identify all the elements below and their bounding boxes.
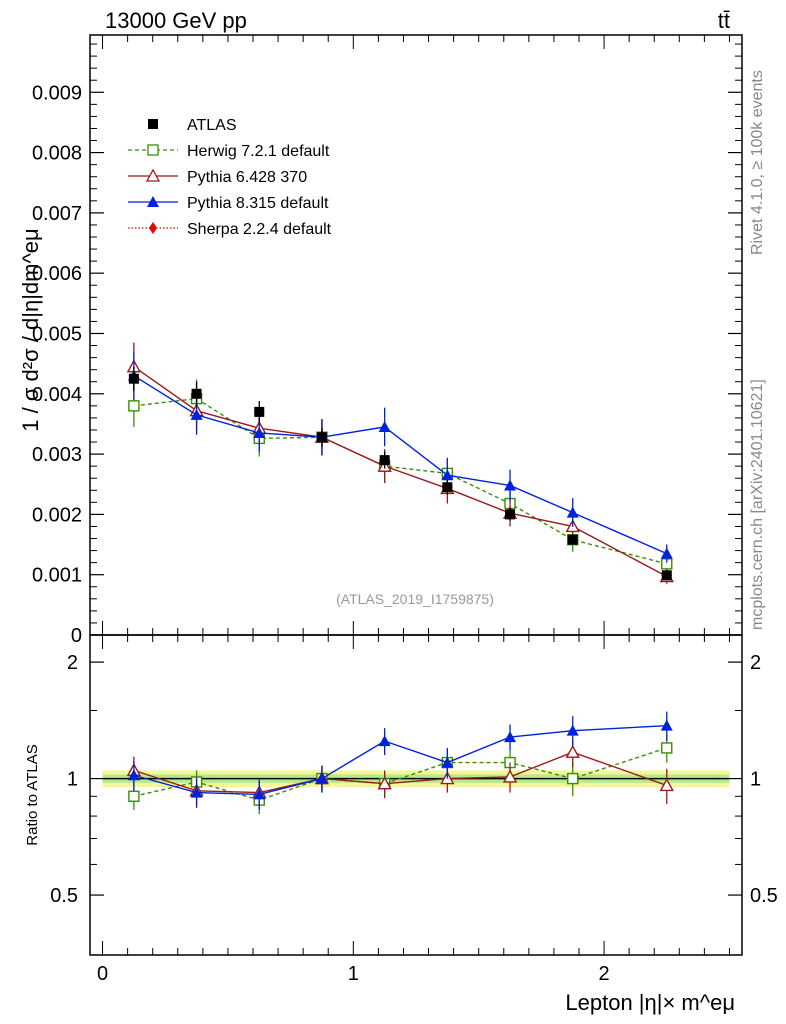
x-tick-label: 1 (348, 963, 359, 985)
legend-sherpa-label: Sherpa 2.2.4 default (187, 221, 332, 238)
main-point-atlas-0 (442, 482, 453, 493)
ratio-point-pythia-2 (441, 756, 454, 768)
main-x-ticks (102, 35, 730, 635)
legend-entry-pythia6: Pythia 6.428 370 (128, 168, 307, 186)
ratio-y-tick-label: 2 (67, 652, 78, 674)
main-point-pythia-3 (504, 479, 517, 491)
ratio-point-pythia-1 (565, 744, 580, 758)
ratio-point-pythia-2 (253, 788, 266, 800)
legend-pythia6-label: Pythia 6.428 370 (187, 169, 307, 186)
energy-label: 13000 GeV pp (105, 8, 247, 33)
ratio-y-axis-label: Ratio to ATLAS (24, 744, 41, 845)
main-point-atlas-0 (379, 455, 390, 466)
main-point-herwig-1 (128, 400, 140, 412)
main-point-atlas-0 (316, 432, 327, 443)
legend-pythia8-label: Pythia 8.315 default (187, 195, 329, 212)
legend-atlas-marker (148, 119, 158, 129)
ratio-point-pythia-2 (378, 735, 391, 747)
legend-herwig-label: Herwig 7.2.1 default (187, 143, 330, 160)
main-y-tick-label: 0.008 (32, 143, 82, 165)
main-line-pythia-3 (133, 375, 668, 555)
main-y-tick-label: 0.002 (32, 504, 82, 526)
main-y-tick-label: 0.007 (32, 203, 82, 225)
main-line-herwig-1 (133, 397, 667, 565)
main-y-axis-label: 1 / σ d²σ / d|η|dm^eμ (18, 228, 43, 431)
main-series-layer (126, 342, 674, 584)
ratio-point-pythia-1 (502, 769, 518, 783)
legend-entry-atlas: ATLAS (148, 117, 237, 134)
legend-entry-sherpa: Sherpa 2.2.4 default (128, 221, 332, 238)
legend-pythia8-marker (147, 196, 159, 207)
main-y-tick-label: 0 (71, 625, 82, 647)
ratio-x-ticks: 0 1 2 (97, 635, 730, 985)
main-point-atlas-0 (191, 388, 202, 399)
ratio-point-herwig-0 (661, 742, 673, 754)
main-point-atlas-0 (254, 406, 265, 417)
legend-pythia6-marker (145, 168, 161, 182)
legend: ATLAS Herwig 7.2.1 default Pythia 6.428 … (128, 117, 332, 238)
main-point-pythia-3 (566, 506, 579, 518)
ratio-panel: 0.5 0.5 1 1 2 2 0 1 2 Ratio to ATLAS (24, 634, 778, 985)
x-tick-label: 2 (599, 963, 610, 985)
ratio-point-pythia-1 (659, 777, 674, 792)
legend-entry-herwig: Herwig 7.2.1 default (128, 143, 330, 160)
ratio-point-pythia-2 (566, 724, 579, 736)
ratio-y-tick-label-right: 2 (750, 652, 761, 674)
ratio-point-pythia-2 (127, 769, 140, 781)
main-watermark: (ATLAS_2019_I1759875) (336, 591, 494, 607)
main-point-atlas-0 (661, 570, 672, 581)
ratio-point-pythia-2 (504, 731, 517, 743)
legend-entry-pythia8: Pythia 8.315 default (128, 195, 329, 212)
legend-atlas-label: ATLAS (187, 117, 237, 134)
ratio-point-pythia-1 (377, 776, 392, 790)
main-y-ticks: 0 0.001 0.002 0.003 0.004 0.005 0.006 0.007 0.00… (32, 43, 742, 647)
ratio-y-ticks: 0.5 0.5 1 1 2 2 (50, 652, 778, 907)
ratio-y-tick-label: 0.5 (50, 885, 78, 907)
ratio-y-tick-label: 1 (67, 769, 78, 791)
ratio-y-tick-label-right: 0.5 (750, 885, 778, 907)
rivet-label: Rivet 4.1.0, ≥ 100k events (749, 70, 766, 255)
main-point-pythia-3 (378, 420, 391, 432)
process-label: tt̄ (718, 8, 730, 33)
main-point-pythia-3 (441, 469, 454, 481)
ratio-point-herwig-0 (567, 772, 579, 785)
main-y-tick-label: 0.004 (32, 384, 82, 406)
ratio-series-layer (126, 711, 674, 814)
main-y-tick-label: 0.001 (32, 565, 82, 587)
main-y-tick-label: 0.009 (32, 82, 82, 104)
main-point-atlas-0 (128, 373, 139, 384)
x-axis-label: Lepton |η|× m^eμ (565, 990, 735, 1015)
ratio-point-herwig-0 (128, 790, 140, 802)
main-line-pythia-2 (133, 366, 668, 578)
legend-herwig-marker (147, 144, 159, 156)
main-y-tick-label: 0.005 (32, 323, 82, 345)
x-tick-label: 0 (97, 963, 108, 985)
ratio-y-tick-label-right: 1 (750, 769, 761, 791)
main-y-tick-label: 0.006 (32, 263, 82, 285)
main-point-pythia-3 (253, 426, 266, 438)
legend-sherpa-marker (149, 222, 157, 234)
main-point-atlas-0 (567, 534, 578, 545)
ratio-line-herwig-0 (133, 747, 667, 801)
ratio-point-pythia-2 (190, 786, 203, 798)
ratio-point-pythia-2 (315, 772, 328, 784)
main-point-atlas-0 (505, 509, 516, 520)
main-point-pythia-3 (660, 547, 673, 559)
ratio-frame (89, 634, 743, 956)
main-y-tick-label: 0.003 (32, 444, 82, 466)
main-panel: 0 0.001 0.002 0.003 0.004 0.005 0.006 0.007 0.00… (18, 34, 743, 647)
main-point-pythia-3 (190, 408, 203, 420)
ratio-point-pythia-2 (660, 719, 673, 731)
mcplots-label: mcplots.cern.ch [arXiv:2401.10621] (749, 379, 766, 630)
